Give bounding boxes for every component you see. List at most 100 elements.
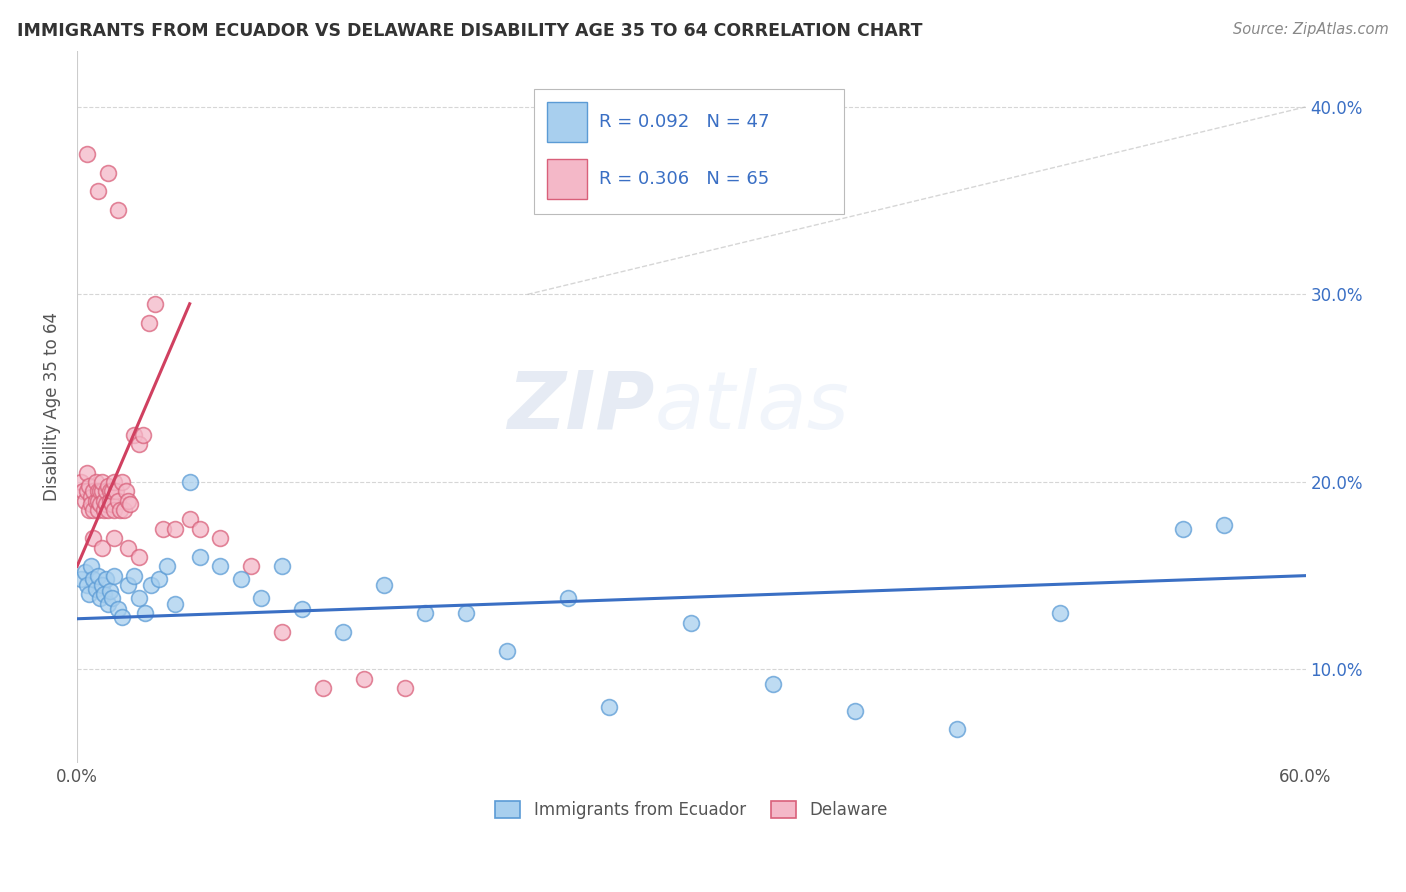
FancyBboxPatch shape (547, 159, 586, 199)
Point (103, 531, 125, 545)
Text: IMMIGRANTS FROM ECUADOR VS DELAWARE DISABILITY AGE 35 TO 64 CORRELATION CHART: IMMIGRANTS FROM ECUADOR VS DELAWARE DISA… (17, 22, 922, 40)
Point (86, 184, 108, 198)
Point (101, 484, 124, 499)
Point (98, 493, 121, 508)
Point (98, 583, 121, 598)
Point (353, 672, 375, 686)
Point (97, 478, 120, 492)
Point (104, 484, 127, 499)
Point (117, 541, 139, 555)
Point (93, 493, 115, 508)
Point (80, 490, 103, 504)
Point (76, 466, 98, 480)
Point (90, 475, 112, 489)
Point (152, 522, 174, 536)
Point (107, 202, 129, 217)
Point (107, 602, 129, 616)
Point (86, 493, 108, 508)
Point (1212, 518, 1234, 533)
Point (844, 704, 866, 718)
Point (115, 484, 138, 499)
Point (82, 484, 104, 499)
Point (209, 559, 232, 574)
Point (79, 587, 101, 601)
Point (117, 493, 139, 508)
Point (103, 475, 125, 489)
Point (188, 522, 211, 536)
Point (97, 597, 120, 611)
Point (291, 602, 314, 616)
Text: ZIP: ZIP (508, 368, 654, 446)
Point (79, 478, 101, 492)
Point (143, 297, 166, 311)
Point (90, 578, 112, 592)
Point (762, 677, 785, 691)
Point (1171, 522, 1194, 536)
Point (84, 493, 107, 508)
Point (76, 578, 98, 592)
Point (97, 165, 120, 179)
Point (112, 503, 135, 517)
Point (413, 606, 436, 620)
Point (179, 475, 201, 489)
Text: R = 0.092   N = 47: R = 0.092 N = 47 (599, 112, 769, 130)
Point (90, 484, 112, 499)
Point (94, 573, 117, 587)
Point (111, 475, 134, 489)
Point (86, 568, 108, 582)
Point (131, 428, 153, 442)
Point (76, 146, 98, 161)
Y-axis label: Disability Age 35 to 64: Disability Age 35 to 64 (44, 312, 60, 501)
Point (117, 578, 139, 592)
Point (138, 316, 160, 330)
Point (101, 591, 124, 606)
Point (111, 610, 134, 624)
Point (86, 503, 108, 517)
Point (86, 484, 108, 499)
Point (89, 497, 111, 511)
Point (82, 531, 104, 545)
Point (89, 484, 111, 499)
Point (82, 573, 104, 587)
Point (98, 484, 121, 499)
Point (79, 503, 101, 517)
Point (229, 573, 252, 587)
Point (80, 497, 103, 511)
Point (93, 587, 115, 601)
Point (496, 643, 519, 657)
Point (93, 503, 115, 517)
Point (270, 559, 292, 574)
Point (94, 484, 117, 499)
Point (72, 484, 94, 499)
Point (103, 568, 125, 582)
Point (598, 699, 620, 714)
Point (209, 531, 232, 545)
Text: Source: ZipAtlas.com: Source: ZipAtlas.com (1233, 22, 1389, 37)
Point (139, 578, 162, 592)
Point (128, 549, 150, 564)
Point (101, 497, 124, 511)
Legend: Immigrants from Ecuador, Delaware: Immigrants from Ecuador, Delaware (488, 795, 894, 826)
Point (76, 484, 98, 499)
Point (89, 591, 111, 606)
Point (108, 503, 131, 517)
FancyBboxPatch shape (547, 102, 586, 142)
Point (250, 591, 273, 606)
Point (70, 475, 93, 489)
Point (120, 497, 142, 511)
Point (165, 597, 187, 611)
Point (90, 541, 112, 555)
Point (240, 559, 263, 574)
Point (128, 591, 150, 606)
Point (94, 497, 117, 511)
Point (124, 428, 146, 442)
Point (103, 503, 125, 517)
Point (156, 559, 179, 574)
Point (124, 568, 146, 582)
Point (75, 493, 97, 508)
Point (84, 582, 107, 596)
Point (946, 723, 969, 737)
Point (84, 475, 107, 489)
Point (557, 591, 579, 606)
Point (148, 573, 170, 587)
